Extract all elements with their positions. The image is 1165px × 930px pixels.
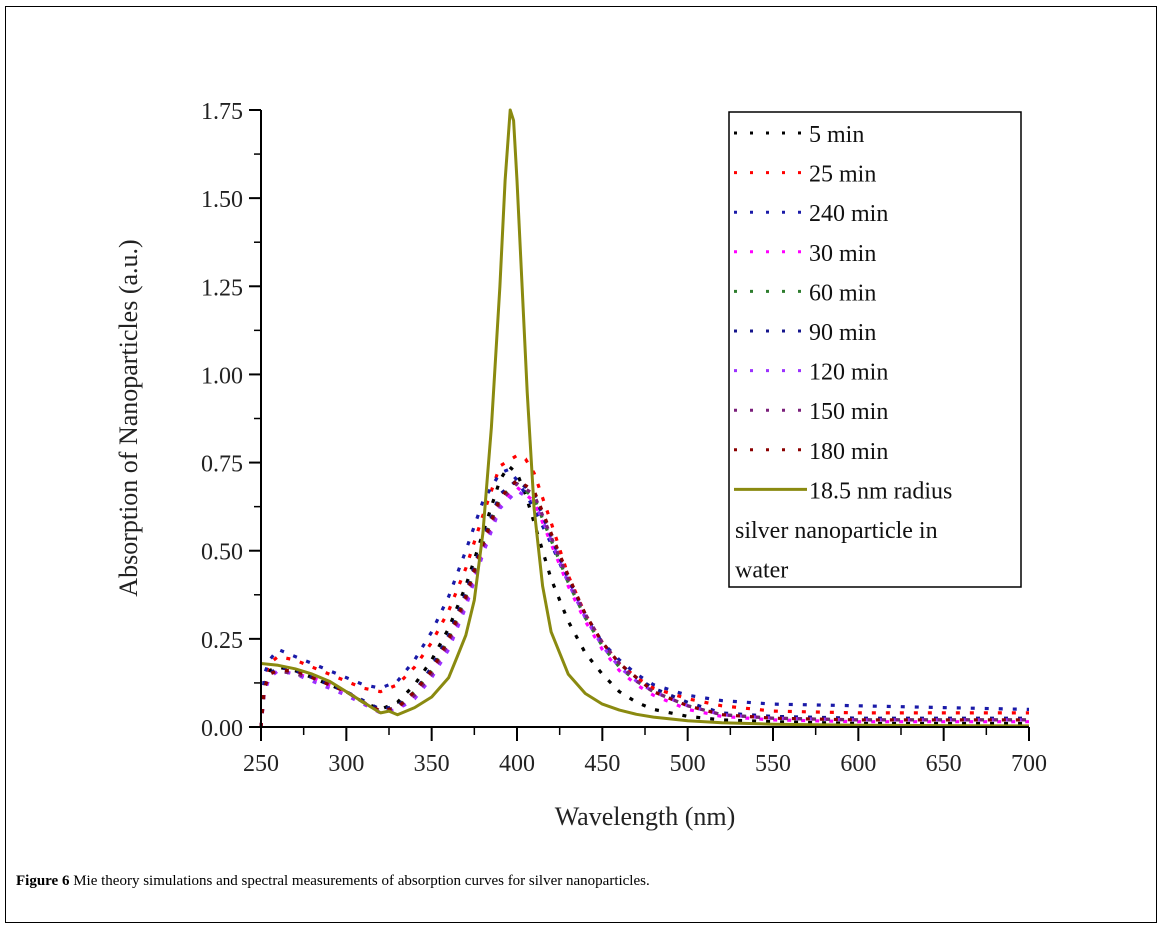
series-curves xyxy=(259,108,1030,728)
series-line-5-min xyxy=(259,464,1029,728)
figure-frame xyxy=(5,6,1157,923)
x-tick-label: 350 xyxy=(414,751,450,777)
x-tick-label: 700 xyxy=(1011,751,1047,777)
x-tick-label: 600 xyxy=(840,751,876,777)
legend-label-continuation: water xyxy=(735,558,788,584)
legend-label: 90 min xyxy=(809,320,876,346)
x-tick-label: 400 xyxy=(499,751,535,777)
y-tick-label: 0.25 xyxy=(201,628,243,654)
legend-label: 30 min xyxy=(809,241,876,267)
x-tick-label: 500 xyxy=(670,751,706,777)
x-tick-label: 550 xyxy=(755,751,791,777)
figure-caption: Figure 6 Mie theory simulations and spec… xyxy=(16,873,650,890)
x-tick-label: 450 xyxy=(584,751,620,777)
legend: 5 min 25 min 240 min 30 min 60 min 90 min 120 … xyxy=(728,111,1022,588)
y-tick-label: 1.75 xyxy=(201,99,243,125)
figure-caption-text: Mie theory simulations and spectral meas… xyxy=(69,873,650,889)
legend-label-continuation: silver nanoparticle in xyxy=(735,518,938,544)
legend-label: 18.5 nm radius xyxy=(809,478,952,504)
y-tick-label: 1.25 xyxy=(201,275,243,301)
y-tick-label: 0.00 xyxy=(201,716,243,742)
series-line-18-5-nm-radius xyxy=(260,108,1030,728)
legend-label: 60 min xyxy=(809,280,876,306)
y-axis-title: Absorption of Nanoparticles (a.u.) xyxy=(114,239,143,596)
series-line-120-min xyxy=(259,489,1029,728)
legend-label: 5 min xyxy=(809,122,864,148)
figure-label: Figure 6 xyxy=(16,873,70,889)
x-tick-label: 650 xyxy=(926,751,962,777)
x-axis-title: Wavelength (nm) xyxy=(555,802,736,831)
y-tick-label: 0.50 xyxy=(201,540,243,566)
y-tick-label: 1.50 xyxy=(201,187,243,213)
x-tick-label: 300 xyxy=(328,751,364,777)
legend-label: 25 min xyxy=(809,162,876,188)
legend-label: 150 min xyxy=(809,399,888,425)
x-tick-label: 250 xyxy=(243,751,279,777)
y-tick-label: 1.00 xyxy=(201,363,243,389)
absorption-chart: 250 300 350 400 450 500 550 600 650 700 0.00 0.25 0.… xyxy=(114,99,1047,831)
legend-label: 240 min xyxy=(809,201,888,227)
series-line-180-min xyxy=(259,478,1029,728)
axes: 250 300 350 400 450 500 550 600 650 700 0.00 0.25 0.… xyxy=(201,99,1047,777)
legend-box xyxy=(728,111,1022,588)
legend-label: 180 min xyxy=(809,439,888,465)
legend-label: 120 min xyxy=(809,360,888,386)
y-tick-label: 0.75 xyxy=(201,452,243,478)
